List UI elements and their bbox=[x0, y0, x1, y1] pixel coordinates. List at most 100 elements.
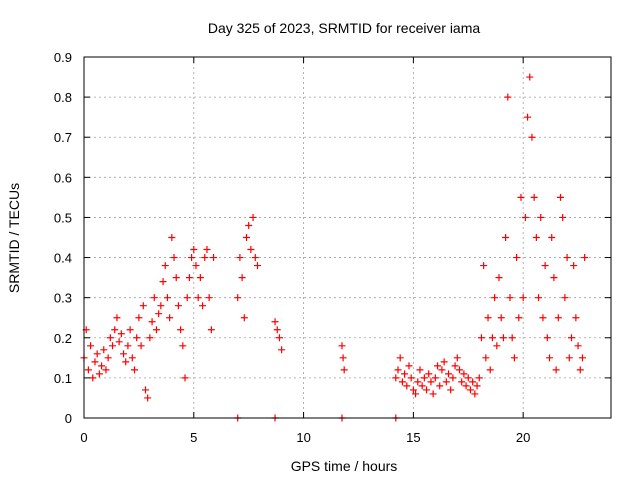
data-point bbox=[556, 193, 564, 201]
data-point bbox=[491, 294, 499, 302]
data-point bbox=[466, 386, 474, 394]
x-tick-label: 0 bbox=[80, 430, 87, 445]
data-point bbox=[273, 326, 281, 334]
x-axis-label: GPS time / hours bbox=[291, 458, 398, 474]
data-point bbox=[174, 302, 182, 310]
data-point bbox=[537, 213, 545, 221]
data-point bbox=[128, 354, 136, 362]
data-point bbox=[552, 366, 560, 374]
data-point bbox=[563, 254, 571, 262]
data-point bbox=[203, 246, 211, 254]
data-point bbox=[196, 274, 204, 282]
data-point bbox=[488, 334, 496, 342]
data-point bbox=[104, 354, 112, 362]
data-point bbox=[201, 254, 209, 262]
data-point bbox=[554, 314, 562, 322]
y-tick-label: 0.3 bbox=[54, 291, 72, 306]
data-point bbox=[578, 354, 586, 362]
data-point bbox=[510, 354, 518, 362]
data-point bbox=[172, 274, 180, 282]
data-point bbox=[486, 366, 494, 374]
data-point bbox=[526, 73, 534, 81]
data-point bbox=[163, 294, 171, 302]
data-point bbox=[409, 386, 417, 394]
data-point bbox=[442, 378, 450, 386]
data-point bbox=[502, 234, 510, 241]
y-tick-label: 0.7 bbox=[54, 130, 72, 145]
y-axis-label: SRMTID / TECUs bbox=[6, 183, 22, 293]
data-point bbox=[238, 274, 246, 282]
data-point bbox=[340, 366, 348, 374]
data-point bbox=[102, 366, 110, 374]
data-point bbox=[418, 382, 426, 390]
data-point bbox=[539, 314, 547, 322]
x-tick-label: 15 bbox=[406, 430, 420, 445]
data-point bbox=[271, 318, 279, 326]
data-point bbox=[242, 234, 250, 241]
data-point bbox=[528, 133, 536, 141]
data-point bbox=[148, 318, 156, 326]
data-point bbox=[561, 294, 569, 302]
data-point bbox=[240, 314, 248, 322]
data-point bbox=[249, 213, 257, 221]
y-tick-label: 0.8 bbox=[54, 90, 72, 105]
data-point bbox=[506, 294, 514, 302]
data-point bbox=[480, 262, 488, 270]
data-point bbox=[115, 338, 123, 346]
data-point bbox=[482, 354, 490, 362]
data-point bbox=[412, 390, 420, 398]
data-point bbox=[159, 278, 167, 286]
data-point bbox=[548, 234, 556, 241]
data-point bbox=[192, 262, 200, 270]
data-point bbox=[190, 246, 198, 254]
data-point bbox=[113, 314, 121, 322]
data-point bbox=[451, 362, 459, 370]
data-point bbox=[253, 262, 261, 270]
data-point bbox=[89, 374, 97, 382]
data-point bbox=[179, 342, 187, 350]
data-point bbox=[95, 370, 103, 378]
data-point bbox=[438, 366, 446, 374]
data-point bbox=[124, 342, 132, 350]
data-point bbox=[429, 390, 437, 398]
data-point bbox=[477, 334, 485, 342]
data-point bbox=[567, 334, 575, 342]
data-point bbox=[117, 330, 125, 338]
data-point bbox=[135, 314, 143, 322]
data-point bbox=[275, 334, 283, 342]
data-point bbox=[168, 234, 176, 241]
data-point bbox=[120, 350, 128, 358]
data-point bbox=[543, 334, 551, 342]
data-point bbox=[559, 213, 567, 221]
data-point bbox=[141, 386, 149, 394]
data-point bbox=[245, 221, 253, 229]
data-point bbox=[425, 370, 433, 378]
data-point bbox=[131, 366, 139, 374]
data-point bbox=[462, 382, 470, 390]
chart-title: Day 325 of 2023, SRMTID for receiver iam… bbox=[208, 20, 481, 36]
data-point bbox=[414, 378, 422, 386]
y-tick-label: 0.6 bbox=[54, 170, 72, 185]
data-point bbox=[166, 314, 174, 322]
data-point bbox=[177, 326, 185, 334]
data-point bbox=[161, 262, 169, 270]
x-tick-label: 5 bbox=[190, 430, 197, 445]
data-point bbox=[407, 374, 415, 382]
y-tick-label: 0.2 bbox=[54, 331, 72, 346]
data-point bbox=[84, 366, 92, 374]
data-point bbox=[339, 354, 347, 362]
data-point bbox=[188, 254, 196, 262]
data-point bbox=[401, 370, 409, 378]
data-point bbox=[436, 382, 444, 390]
data-point bbox=[521, 213, 529, 221]
data-point bbox=[449, 374, 457, 382]
data-point bbox=[183, 294, 191, 302]
data-point bbox=[447, 386, 455, 394]
data-point bbox=[431, 374, 439, 382]
data-point bbox=[133, 334, 141, 342]
data-point bbox=[497, 314, 505, 322]
data-point bbox=[98, 362, 106, 370]
data-point bbox=[440, 358, 448, 366]
data-point bbox=[469, 378, 477, 386]
y-tick-label: 0.5 bbox=[54, 210, 72, 225]
